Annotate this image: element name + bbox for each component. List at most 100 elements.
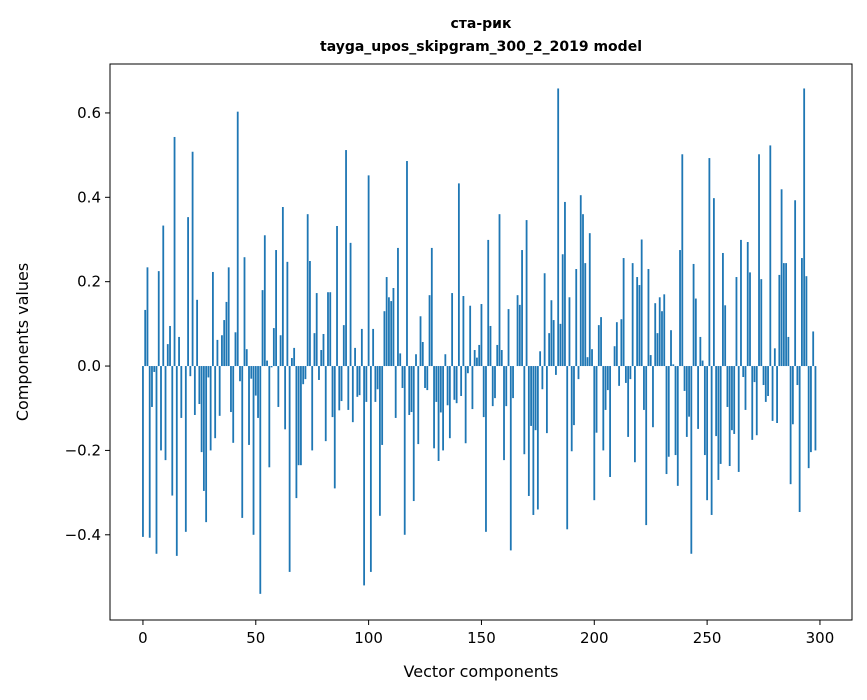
bar (733, 366, 735, 434)
y-axis: −0.4−0.20.00.20.40.6 (65, 104, 110, 544)
bar (609, 366, 611, 477)
bar (189, 366, 191, 376)
bar (553, 320, 555, 366)
bar (338, 366, 340, 410)
bar (284, 366, 286, 429)
bar (584, 263, 586, 366)
bar (510, 366, 512, 550)
bar (465, 366, 467, 443)
bar (751, 366, 753, 440)
bar (205, 366, 207, 522)
bar (618, 366, 620, 386)
bar (386, 277, 388, 366)
bar (162, 226, 164, 366)
bar (153, 366, 155, 372)
bar (812, 331, 814, 366)
bar (650, 355, 652, 366)
bar (246, 349, 248, 366)
bar (402, 366, 404, 388)
bar (241, 366, 243, 518)
bar (523, 366, 525, 454)
bar (654, 303, 656, 366)
bar (582, 214, 584, 366)
bar (178, 337, 180, 366)
bar (544, 273, 546, 366)
bar (447, 366, 449, 405)
bar (343, 325, 345, 366)
bar (469, 306, 471, 366)
bar (257, 366, 259, 418)
bar (801, 258, 803, 366)
bar (598, 325, 600, 366)
bar (237, 112, 239, 366)
bar (481, 304, 483, 366)
bar (711, 366, 713, 515)
bar (580, 195, 582, 366)
bar (745, 366, 747, 410)
bar (381, 366, 383, 445)
bar (778, 275, 780, 366)
bar (219, 366, 221, 416)
bar (472, 366, 474, 409)
bar (424, 366, 426, 388)
bar (519, 305, 521, 366)
bar (625, 366, 627, 383)
bar (307, 214, 309, 366)
bar (496, 345, 498, 366)
bar (575, 269, 577, 366)
bar (363, 366, 365, 585)
bar (185, 366, 187, 532)
y-tick-label: −0.4 (65, 526, 101, 544)
bar (388, 297, 390, 366)
bar (769, 145, 771, 366)
x-tick-label: 150 (467, 629, 496, 647)
bar (815, 366, 817, 450)
x-tick-label: 0 (138, 629, 148, 647)
bar (790, 366, 792, 484)
bar (661, 311, 663, 366)
chart-title: ста-рик (450, 16, 512, 32)
bar (192, 152, 194, 366)
bar (810, 366, 812, 452)
bar (499, 214, 501, 366)
bar (142, 366, 144, 537)
bar (374, 366, 376, 402)
bar (232, 366, 234, 443)
bar (503, 366, 505, 460)
bar (460, 366, 462, 396)
bar (596, 366, 598, 433)
bar (799, 366, 801, 512)
bar (352, 366, 354, 422)
bar (679, 250, 681, 366)
bar (390, 301, 392, 366)
bar (652, 366, 654, 427)
bar (413, 366, 415, 501)
bar (365, 366, 367, 402)
bar (158, 271, 160, 366)
bar (776, 366, 778, 423)
bar (767, 366, 769, 396)
bar (490, 326, 492, 366)
bar (758, 154, 760, 366)
bar (697, 366, 699, 429)
bar (210, 366, 212, 450)
bar (569, 297, 571, 366)
bar (641, 239, 643, 366)
bar (194, 366, 196, 415)
bar (397, 248, 399, 366)
bar (444, 354, 446, 366)
bar (704, 366, 706, 455)
bar (517, 295, 519, 366)
chart-subtitle: tayga_upos_skipgram_300_2_2019 model (320, 39, 642, 55)
bar (221, 335, 223, 366)
bar (212, 272, 214, 366)
bar (379, 366, 381, 516)
bar (431, 248, 433, 366)
bar (742, 366, 744, 377)
bar (555, 366, 557, 375)
bar (323, 334, 325, 366)
bar (203, 366, 205, 491)
x-tick-label: 50 (246, 629, 265, 647)
bar (393, 288, 395, 366)
